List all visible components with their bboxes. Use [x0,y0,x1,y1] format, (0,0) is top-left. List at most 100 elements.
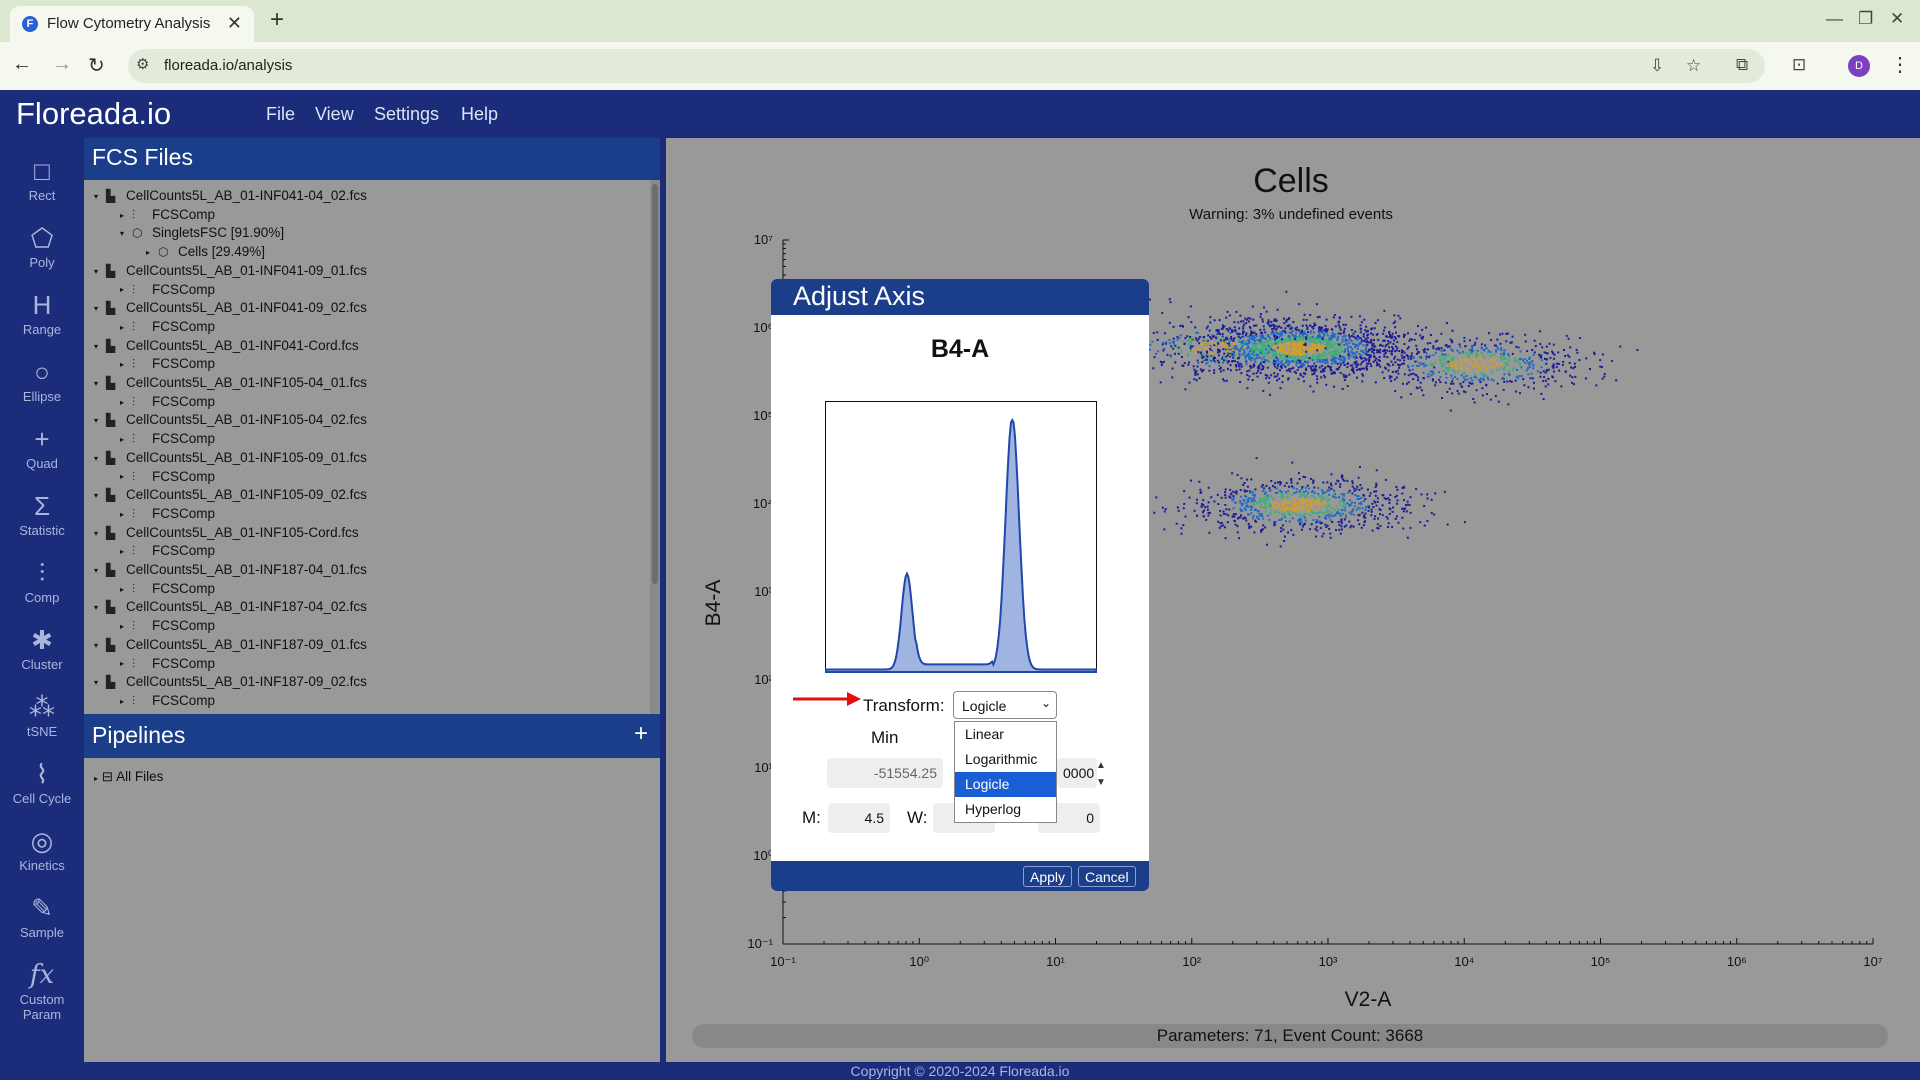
comp-tool[interactable]: ⫶ Comp [0,558,84,618]
tree-child-item[interactable]: ▸ ⫶ FCSComp [120,431,215,449]
collapse-caret-icon[interactable]: ▾ [94,640,99,650]
tree-file-item[interactable]: ▾ ▙ CellCounts5L_AB_01-INF105-04_02.fcs [94,412,367,430]
max-input[interactable]: 0000 [1057,758,1097,788]
collapse-caret-icon[interactable]: ▾ [94,378,99,388]
tree-child-item[interactable]: ▸ ⫶ FCSComp [120,469,215,487]
menu-settings[interactable]: Settings [374,104,440,124]
minimize-icon[interactable]: — [1826,9,1843,28]
expand-caret-icon[interactable]: ▸ [120,622,125,632]
collapse-caret-icon[interactable]: ▾ [94,678,99,688]
tree-child-item[interactable]: ▸ ⫶ FCSComp [120,656,215,674]
collapse-caret-icon[interactable]: ▾ [94,341,99,351]
tree-child-item[interactable]: ▸ ⫶ FCSComp [120,506,215,524]
profile-avatar[interactable]: D [1848,55,1870,77]
menu-help[interactable]: Help [461,104,499,124]
collapse-caret-icon[interactable]: ▾ [94,528,99,538]
range-tool[interactable]: H Range [0,290,84,350]
tree-file-item[interactable]: ▾ ▙ CellCounts5L_AB_01-INF105-09_02.fcs [94,487,367,505]
sample-tool[interactable]: ✎ Sample [0,893,84,953]
collapse-caret-icon[interactable]: ▾ [94,191,99,201]
tree-child-item[interactable]: ▸ ⫶ FCSComp [120,581,215,599]
tree-file-item[interactable]: ▾ ▙ CellCounts5L_AB_01-INF041-09_01.fcs [94,263,367,281]
max-stepper[interactable]: ▲ ▼ [1096,757,1106,791]
min-input[interactable]: -51554.25 [827,758,943,788]
tree-file-item[interactable]: ▾ ▙ CellCounts5L_AB_01-INF105-09_01.fcs [94,450,367,468]
new-tab-icon[interactable]: + [270,6,285,33]
expand-caret-icon[interactable]: ▸ [120,659,125,669]
forward-icon[interactable]: → [52,53,72,75]
expand-caret-icon[interactable]: ▸ [120,696,125,706]
omnibox[interactable]: ⚙ floreada.io/analysis ⇩ ☆ [128,49,1765,83]
add-pipeline-button[interactable]: + [633,720,648,747]
tree-file-item[interactable]: ▾ ▙ CellCounts5L_AB_01-INF041-Cord.fcs [94,338,359,356]
expand-caret-icon[interactable]: ▸ [120,472,125,482]
back-icon[interactable]: ← [12,53,32,75]
tree-child-item[interactable]: ▸ ⫶ FCSComp [120,394,215,412]
tree-child-item[interactable]: ▸ ⫶ FCSComp [120,618,215,636]
tree-file-item[interactable]: ▾ ▙ CellCounts5L_AB_01-INF041-09_02.fcs [94,300,367,318]
custom-param-tool[interactable]: fx Custom Param [0,960,84,1030]
restore-icon[interactable]: ❐ [1858,9,1874,28]
tab-search-icon[interactable]: ⊡ [1792,55,1807,74]
poly-tool[interactable]: ⬠ Poly [0,223,84,283]
reload-icon[interactable]: ↻ [88,55,105,77]
collapse-caret-icon[interactable]: ▾ [94,603,99,613]
close-tab-icon[interactable]: ✕ [226,13,242,33]
collapse-caret-icon[interactable]: ▾ [94,266,99,276]
tree-child-item[interactable]: ▸ ⫶ FCSComp [120,693,215,711]
panel-divider[interactable] [660,138,666,1062]
install-app-icon[interactable]: ⇩ [1650,56,1665,75]
option-logarithmic[interactable]: Logarithmic [965,751,1038,767]
tree-file-item[interactable]: ▾ ▙ CellCounts5L_AB_01-INF187-04_02.fcs [94,599,367,617]
tree-child-item[interactable]: ▸ ⬡ Cells [29.49%] [146,244,265,262]
option-linear[interactable]: Linear [965,726,1004,742]
tree-child-item[interactable]: ▸ ⫶ FCSComp [120,207,215,225]
expand-caret-icon[interactable]: ▸ [120,322,125,332]
tree-child-item[interactable]: ▸ ⫶ FCSComp [120,356,215,374]
collapse-caret-icon[interactable]: ▾ [94,416,99,426]
cluster-tool[interactable]: ✱ Cluster [0,625,84,685]
tree-file-item[interactable]: ▾ ▙ CellCounts5L_AB_01-INF041-04_02.fcs [94,188,367,206]
apply-button[interactable]: Apply [1023,866,1073,887]
tree-file-item[interactable]: ▾ ▙ CellCounts5L_AB_01-INF187-04_01.fcs [94,562,367,580]
site-settings-icon[interactable]: ⚙ [136,56,150,73]
kinetics-tool[interactable]: ◎ Kinetics [0,826,84,886]
tree-child-item[interactable]: ▸ ⫶ FCSComp [120,543,215,561]
expand-caret-icon[interactable]: ▸ [120,397,125,407]
dialog-title[interactable]: Adjust Axis [771,279,1149,315]
tree-file-item[interactable]: ▾ ▙ CellCounts5L_AB_01-INF105-04_01.fcs [94,375,367,393]
tree-child-item[interactable]: ▸ ⫶ FCSComp [120,319,215,337]
expand-caret-icon[interactable]: ▸ [120,435,125,445]
tree-child-item[interactable]: ▸ ⫶ FCSComp [120,282,215,300]
cell-cycle-tool[interactable]: ⌇ Cell Cycle [0,759,84,819]
ellipse-tool[interactable]: ○ Ellipse [0,357,84,417]
option-logicle[interactable]: Logicle [955,772,1056,797]
tree-file-item[interactable]: ▾ ▙ CellCounts5L_AB_01-INF187-09_02.fcs [94,674,367,692]
menu-file[interactable]: File [266,104,296,124]
collapse-caret-icon[interactable]: ▾ [94,491,99,501]
transform-dropdown-list[interactable]: Linear Logarithmic Logicle Hyperlog [954,721,1057,823]
tree-scrollbar[interactable] [650,180,660,714]
expand-caret-icon[interactable]: ▸ [120,584,125,594]
collapse-caret-icon[interactable]: ▾ [94,565,99,575]
quad-tool[interactable]: + Quad [0,424,84,484]
tree-child-item[interactable]: ▾ ⬡ SingletsFSC [91.90%] [120,225,284,243]
tsne-tool[interactable]: ⁂ tSNE [0,692,84,752]
bookmark-star-icon[interactable]: ☆ [1686,56,1702,75]
tree-scrollbar-thumb[interactable] [652,184,658,584]
statistic-tool[interactable]: Σ Statistic [0,491,84,551]
stepper-up-icon[interactable]: ▲ [1096,760,1106,771]
collapse-caret-icon[interactable]: ▾ [120,229,125,239]
browser-menu-icon[interactable]: ⋮ [1890,54,1910,76]
expand-caret-icon[interactable]: ▸ [120,509,125,519]
expand-caret-icon[interactable]: ▸ [120,547,125,557]
expand-caret-icon[interactable]: ▸ [146,248,151,258]
pipeline-item-all-files[interactable]: ▸ ⊟ All Files [94,769,163,785]
expand-caret-icon[interactable]: ▸ [120,210,125,220]
cancel-button[interactable]: Cancel [1078,866,1136,887]
option-hyperlog[interactable]: Hyperlog [965,801,1022,817]
m-input[interactable]: 4.5 [828,803,890,833]
expand-caret-icon[interactable]: ▸ [94,774,99,783]
transform-select[interactable]: Logicle ⌄ [953,691,1057,719]
rect-tool[interactable]: □ Rect [0,156,84,216]
